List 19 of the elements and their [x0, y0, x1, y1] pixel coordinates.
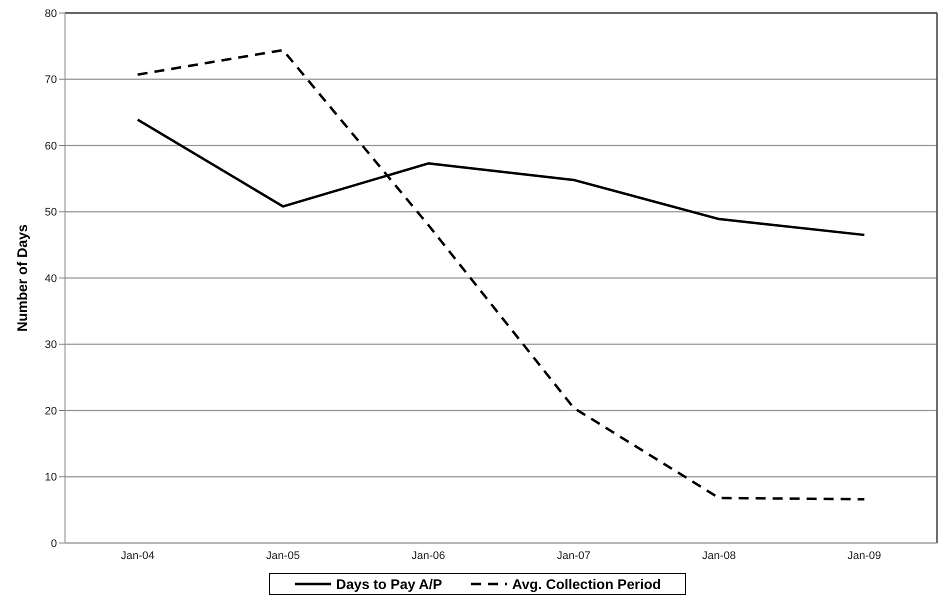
legend-label: Avg. Collection Period [512, 576, 661, 592]
y-tick-label: 0 [50, 538, 57, 550]
x-tick-label: Jan-09 [848, 550, 882, 562]
y-tick-label: 50 [44, 206, 57, 219]
line-series [136, 48, 866, 501]
x-tick-label: Jan-05 [266, 550, 300, 562]
x-tick-label: Jan-08 [702, 550, 736, 562]
y-tick-label: 70 [44, 74, 57, 86]
y-tick-label: 60 [44, 140, 57, 152]
y-tick-label: 30 [44, 339, 57, 352]
y-tick-label: 40 [44, 272, 57, 285]
x-tick-label: Jan-06 [412, 550, 446, 562]
x-tick-label: Jan-07 [556, 550, 590, 562]
y-tick-label: 80 [44, 8, 57, 20]
legend-label: Days to Pay A/P [336, 576, 442, 592]
y-axis-title: Number of Days [14, 224, 30, 332]
y-tick-label: 10 [44, 472, 57, 484]
x-tick-label: Jan-04 [120, 550, 154, 562]
y-tick-label: 20 [44, 405, 57, 418]
